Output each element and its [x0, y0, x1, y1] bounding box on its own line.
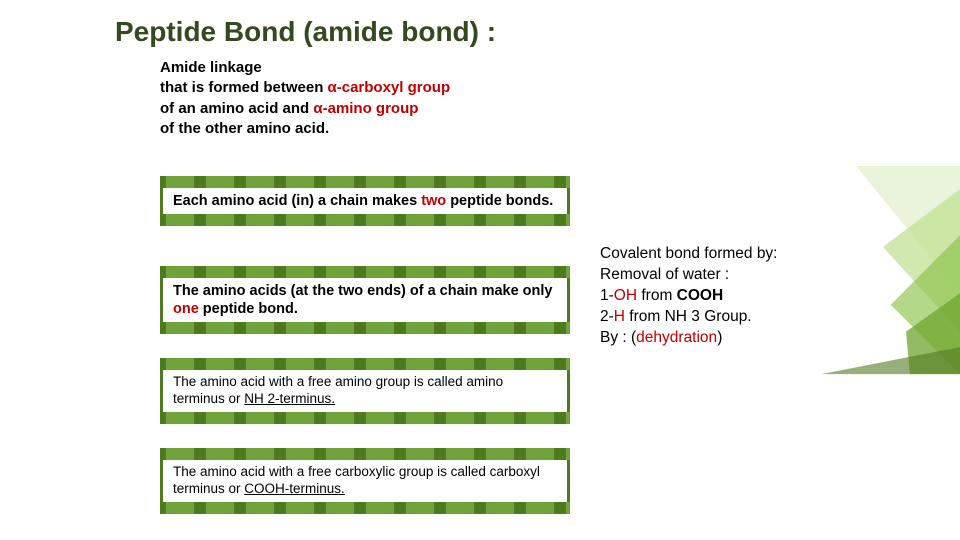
page-title: Peptide Bond (amide bond) : — [115, 16, 496, 48]
def-line3: of an amino acid and α-amino group — [160, 99, 450, 119]
def-line2: that is formed between α-carboxyl group — [160, 78, 450, 98]
def-line4: of the other amino acid. — [160, 119, 450, 139]
def-line1: Amide linkage — [160, 58, 450, 78]
right-l1: Covalent bond formed by: — [600, 244, 778, 265]
definition-block: Amide linkage that is formed between α-c… — [160, 58, 450, 139]
right-l4: 2-H from NH 3 Group. — [600, 307, 778, 328]
right-l5: By : (dehydration) — [600, 328, 778, 349]
right-l3: 1-OH from COOH — [600, 286, 778, 307]
right-l2: Removal of water : — [600, 265, 778, 286]
covalent-note: Covalent bond formed by: Removal of wate… — [600, 244, 778, 349]
box-1: Each amino acid (in) a chain makes two p… — [160, 176, 570, 226]
box-4: The amino acid with a free carboxylic gr… — [160, 448, 570, 514]
box-2: The amino acids (at the two ends) of a c… — [160, 266, 570, 334]
box-3: The amino acid with a free amino group i… — [160, 358, 570, 424]
